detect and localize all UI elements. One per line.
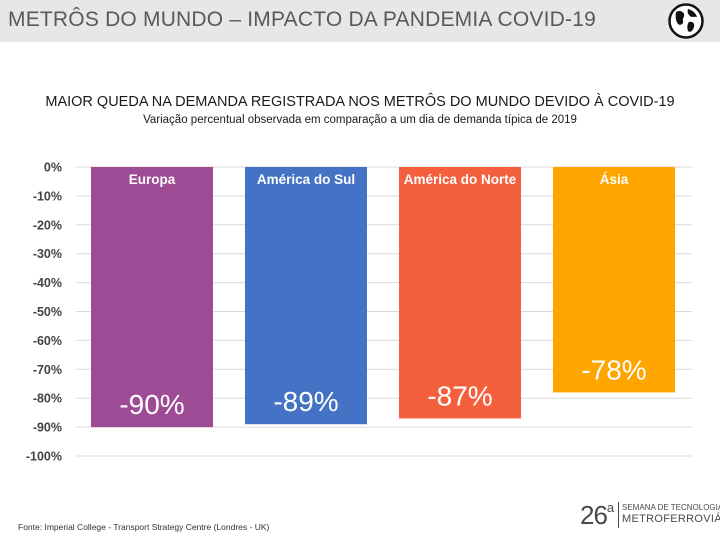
category-label: América do Norte (404, 172, 517, 187)
category-label: América do Sul (257, 172, 355, 187)
logo-number: 26a (580, 500, 614, 530)
source-note: Fonte: Imperial College - Transport Stra… (18, 522, 270, 532)
data-label: -89% (273, 386, 338, 417)
y-tick-label: -20% (33, 218, 62, 232)
y-tick-label: -80% (33, 392, 62, 406)
y-tick-label: 0% (44, 161, 62, 175)
bar (245, 167, 367, 425)
category-label: Europa (129, 172, 176, 187)
category-label: Ásia (600, 172, 629, 187)
y-tick-label: -10% (33, 189, 62, 203)
bar (91, 167, 213, 428)
data-label: -87% (427, 380, 492, 411)
bar (553, 167, 675, 393)
chart-subtitle: Variação percentual observada em compara… (143, 114, 577, 126)
y-tick-label: -30% (33, 247, 62, 261)
event-logo: 26a SEMANA DE TECNOLOGIA METROFERROVIÁRI… (580, 498, 720, 530)
y-tick-label: -90% (33, 421, 62, 435)
y-tick-label: -50% (33, 305, 62, 319)
data-label: -78% (581, 354, 646, 385)
logo-superscript: a (606, 500, 614, 515)
bar-chart: 0% -10% -20% -30% -40% -50% -60% -70% -80% -90% -1… (26, 161, 692, 464)
y-tick-label: -40% (33, 276, 62, 290)
chart-title: MAIOR QUEDA NA DEMANDA REGISTRADA NOS ME… (45, 94, 675, 110)
y-tick-label: -70% (33, 363, 62, 377)
logo-divider (618, 502, 619, 528)
header-bar (0, 0, 720, 42)
y-tick-label: -60% (33, 334, 62, 348)
logo-line-2: METROFERROVIÁRIA (622, 513, 720, 525)
data-label: -90% (119, 389, 184, 420)
page-title: METRÔS DO MUNDO – IMPACTO DA PANDEMIA CO… (8, 8, 596, 31)
globe-icon (668, 3, 704, 39)
bar (399, 167, 521, 419)
y-tick-label: -100% (26, 450, 62, 464)
logo-line-1: SEMANA DE TECNOLOGIA (622, 503, 720, 512)
